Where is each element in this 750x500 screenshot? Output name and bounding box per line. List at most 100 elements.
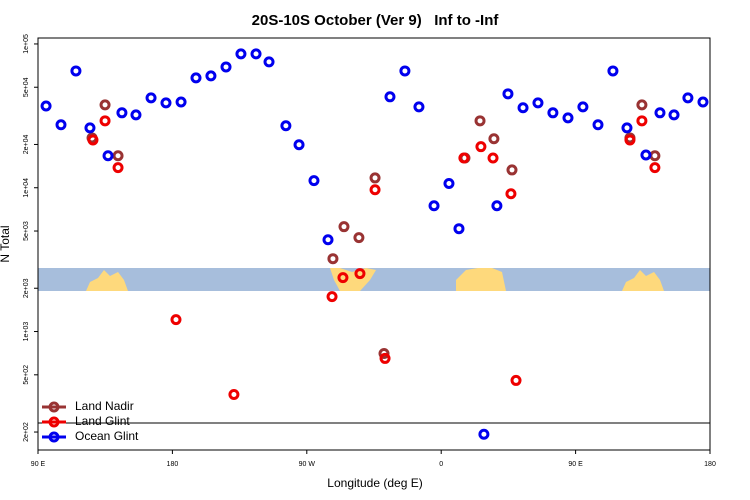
- point: [354, 268, 366, 280]
- point: [636, 115, 648, 127]
- point: [369, 184, 381, 196]
- ocean-band: [38, 268, 710, 291]
- point: [474, 115, 486, 127]
- point: [130, 109, 142, 121]
- point: [621, 122, 633, 134]
- x-tick-label: 90 E: [31, 461, 46, 468]
- y-tick-label: 5e+02: [23, 365, 30, 385]
- point: [205, 70, 217, 82]
- point: [99, 115, 111, 127]
- point: [190, 72, 202, 84]
- y-tick-label: 2e+04: [23, 135, 30, 155]
- map-strip: [38, 268, 710, 291]
- y-tick-label: 1e+04: [23, 178, 30, 198]
- point: [478, 428, 490, 440]
- land-shape: [86, 270, 128, 291]
- point: [453, 223, 465, 235]
- point: [112, 150, 124, 162]
- point: [505, 188, 517, 200]
- point: [87, 134, 99, 146]
- x-tick-label: 180: [167, 461, 179, 468]
- point: [640, 149, 652, 161]
- point: [475, 141, 487, 153]
- y-tick-label: 1e+05: [23, 34, 30, 54]
- point: [502, 88, 514, 100]
- point: [338, 221, 350, 233]
- legend-marker: [48, 401, 60, 413]
- y-tick-label: 1e+03: [23, 322, 30, 342]
- x-tick-label: 0: [439, 461, 443, 468]
- chart-title: 20S-10S October (Ver 9) Inf to -Inf: [252, 12, 500, 29]
- point: [250, 48, 262, 60]
- y-tick-label: 2e+02: [23, 422, 30, 442]
- legend-label: Ocean Glint: [75, 429, 139, 443]
- point: [326, 291, 338, 303]
- point: [428, 200, 440, 212]
- land-shape: [622, 270, 664, 291]
- point: [293, 139, 305, 151]
- point: [55, 119, 67, 131]
- point: [235, 48, 247, 60]
- plot-frame: [37, 37, 711, 451]
- land-shape: [456, 268, 506, 291]
- point: [102, 150, 114, 162]
- point: [491, 200, 503, 212]
- point: [649, 162, 661, 174]
- x-tick-label: 180: [704, 461, 716, 468]
- point: [506, 164, 518, 176]
- point: [649, 150, 661, 162]
- point: [384, 91, 396, 103]
- point: [170, 314, 182, 326]
- x-tick-label: 90 E: [568, 461, 583, 468]
- point: [547, 107, 559, 119]
- point: [510, 374, 522, 386]
- point: [369, 172, 381, 184]
- point: [487, 152, 499, 164]
- x-tick-label: 90 W: [299, 461, 316, 468]
- point: [40, 100, 52, 112]
- point: [112, 162, 124, 174]
- point: [228, 388, 240, 400]
- point: [84, 122, 96, 134]
- point: [308, 175, 320, 187]
- point: [532, 97, 544, 109]
- point: [624, 134, 636, 146]
- point: [327, 253, 339, 265]
- point: [280, 120, 292, 132]
- point: [458, 152, 470, 164]
- point: [378, 348, 390, 360]
- point: [70, 65, 82, 77]
- point: [443, 178, 455, 190]
- point: [517, 102, 529, 114]
- y-tick-label: 2e+03: [23, 278, 30, 298]
- legend-marker: [48, 431, 60, 443]
- point: [697, 96, 709, 108]
- point: [379, 352, 391, 364]
- point: [263, 56, 275, 68]
- legend-marker: [48, 416, 60, 428]
- point: [682, 92, 694, 104]
- point: [399, 65, 411, 77]
- point: [562, 112, 574, 124]
- y-tick-label: 5e+04: [23, 77, 30, 97]
- point: [175, 96, 187, 108]
- point: [337, 272, 349, 284]
- point: [353, 232, 365, 244]
- point: [577, 101, 589, 113]
- y-axis-title: N Total: [0, 225, 12, 262]
- x-axis-title: Longitude (deg E): [327, 476, 422, 490]
- point: [322, 234, 334, 246]
- point: [636, 99, 648, 111]
- point: [592, 119, 604, 131]
- point: [220, 61, 232, 73]
- y-tick-label: 5e+03: [23, 221, 30, 241]
- point: [668, 109, 680, 121]
- point: [160, 97, 172, 109]
- legend-label: Land Glint: [75, 414, 130, 428]
- point: [413, 101, 425, 113]
- point: [654, 107, 666, 119]
- point: [99, 99, 111, 111]
- point: [145, 92, 157, 104]
- point: [488, 133, 500, 145]
